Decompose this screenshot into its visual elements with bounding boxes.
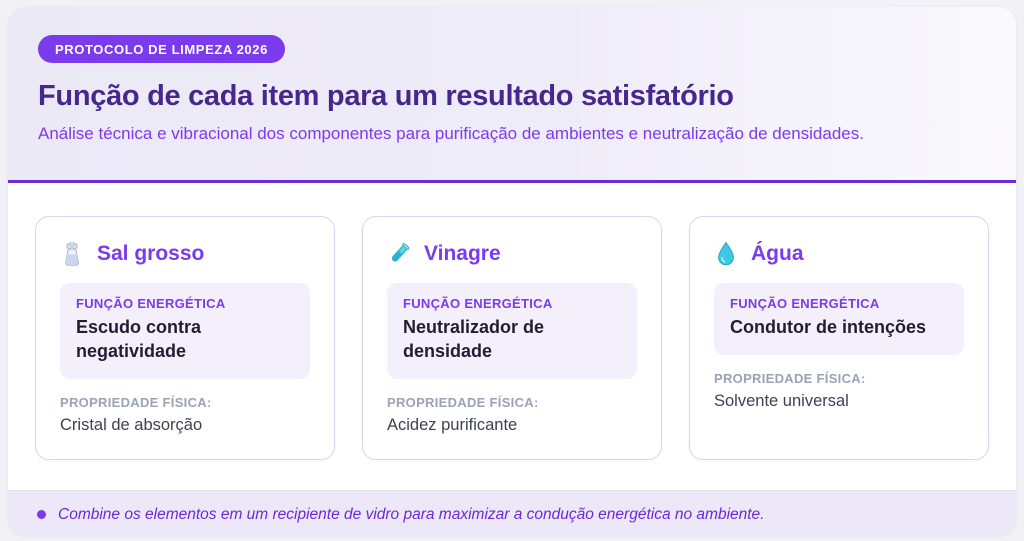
energy-function-label: FUNÇÃO ENERGÉTICA [730,296,880,311]
physical-property-value: Acidez purificante [387,415,518,434]
physical-property-value: Cristal de absorção [60,415,203,434]
card-title: Sal grosso [97,242,205,265]
water-drop-icon [714,241,738,267]
card-title-row: Água [714,241,964,267]
energy-function-box: FUNÇÃO ENERGÉTICA Neutralizador de densi… [387,283,637,379]
physical-property-value: Solvente universal [714,391,849,410]
item-card-sal-grosso: Sal grosso FUNÇÃO ENERGÉTICA Escudo cont… [35,216,335,460]
item-card-agua: Água FUNÇÃO ENERGÉTICA Condutor de inten… [689,216,989,460]
page-title: Função de cada item para um resultado sa… [38,80,734,112]
footer-note: Combine os elementos em um recipiente de… [58,505,765,523]
energy-function-value: Neutralizador de densidade [403,317,545,361]
card-title-row: Sal grosso [60,241,310,267]
page-subtitle: Análise técnica e vibracional dos compon… [38,124,864,143]
physical-property-label: PROPRIEDADE FÍSICA: [714,370,866,386]
card-title-row: Vinagre [387,241,637,267]
energy-function-label: FUNÇÃO ENERGÉTICA [403,296,553,311]
energy-function-value: Escudo contra negatividade [76,317,202,361]
physical-property-label: PROPRIEDADE FÍSICA: [60,394,212,410]
main-panel: PROTOCOLO DE LIMPEZA 2026 Função de cada… [8,7,1016,535]
physical-property-label: PROPRIEDADE FÍSICA: [387,394,539,410]
item-card-vinagre: Vinagre FUNÇÃO ENERGÉTICA Neutralizador … [362,216,662,460]
salt-shaker-icon [60,241,84,267]
header-section: PROTOCOLO DE LIMPEZA 2026 Função de cada… [8,7,1016,183]
energy-function-label: FUNÇÃO ENERGÉTICA [76,296,226,311]
protocol-badge: PROTOCOLO DE LIMPEZA 2026 [38,35,285,63]
energy-function-box: FUNÇÃO ENERGÉTICA Condutor de intenções [714,283,964,355]
energy-function-box: FUNÇÃO ENERGÉTICA Escudo contra negativi… [60,283,310,379]
card-title: Água [751,242,804,265]
bullet-dot-icon [37,510,46,519]
card-title: Vinagre [424,242,501,265]
cards-container: Sal grosso FUNÇÃO ENERGÉTICA Escudo cont… [8,183,1016,490]
test-tube-icon [387,241,411,267]
energy-function-value: Condutor de intenções [730,317,927,337]
footer-note-bar: Combine os elementos em um recipiente de… [8,489,1016,535]
